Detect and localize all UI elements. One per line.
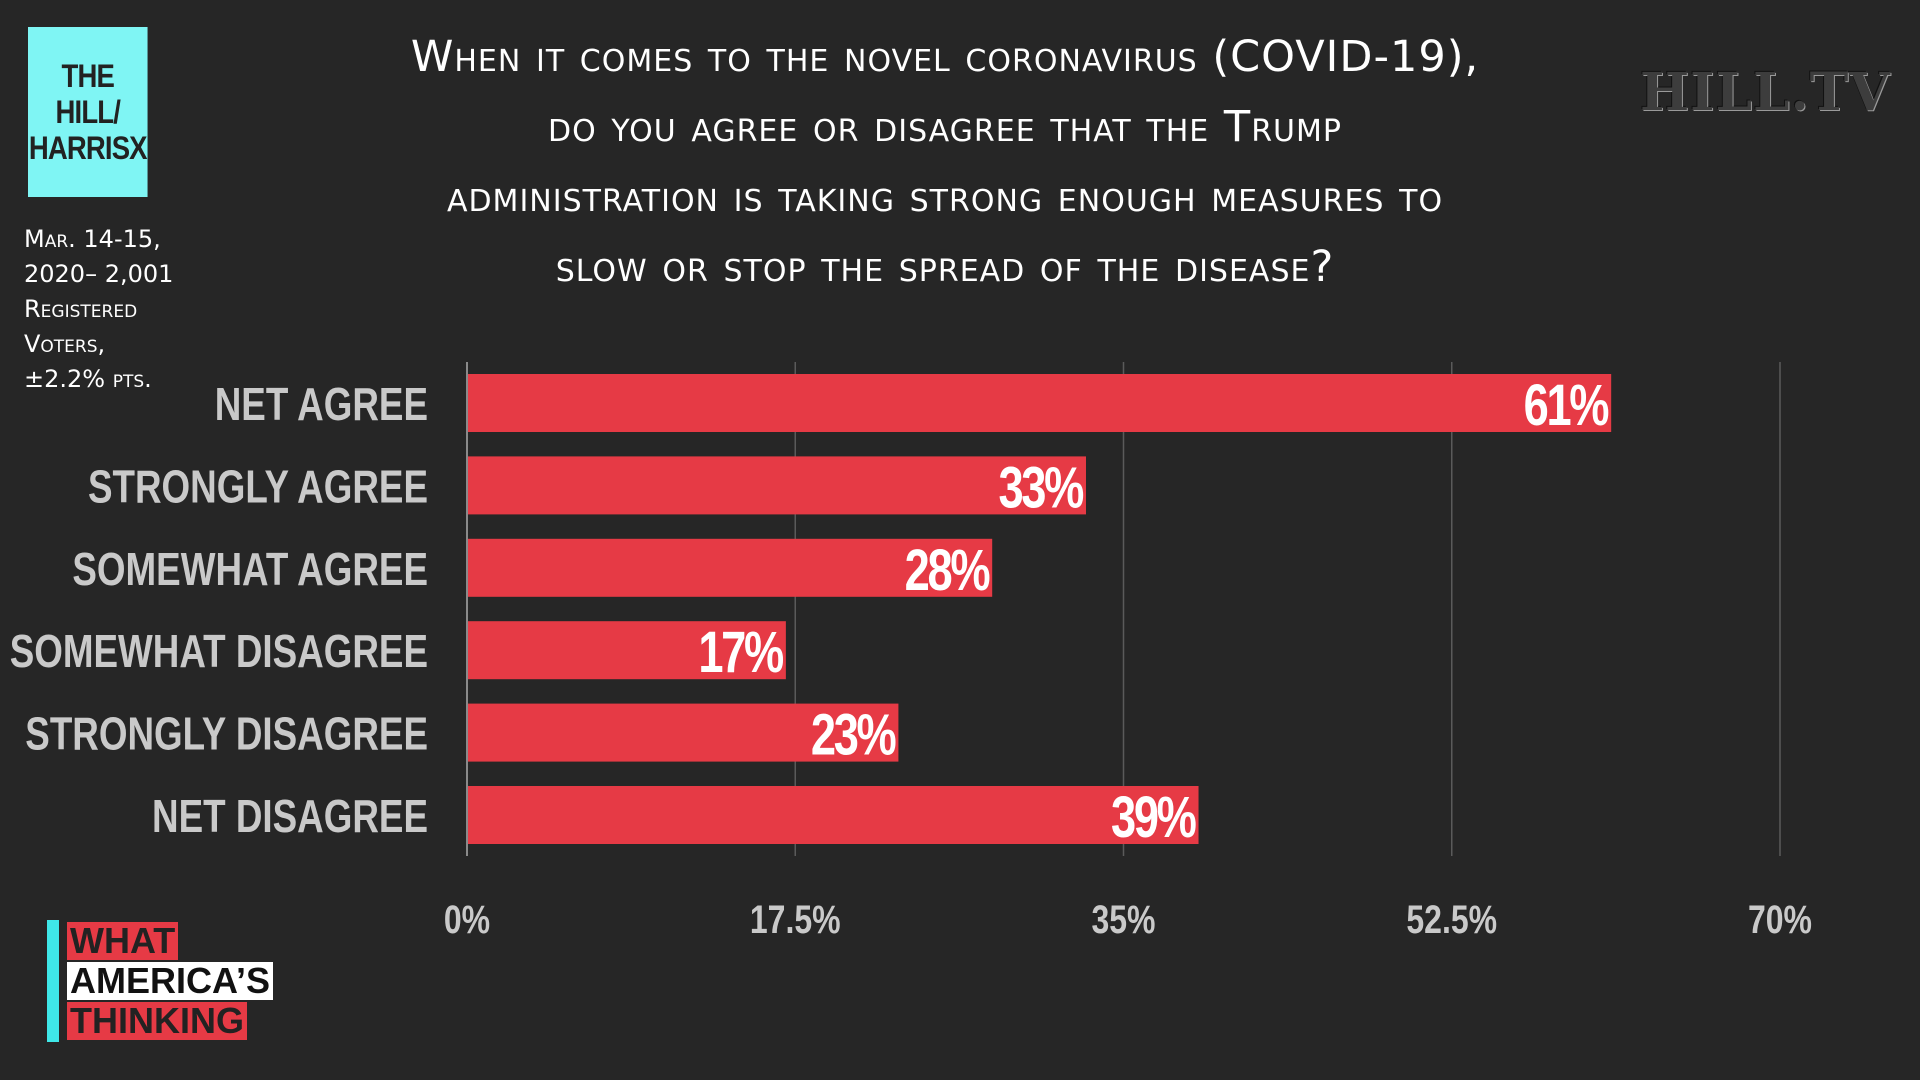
x-tick-label: 35%	[1091, 897, 1155, 942]
bar	[467, 703, 899, 762]
bar-value-label: 39%	[1111, 786, 1196, 851]
logo-line-2: HARRISX	[28, 130, 148, 166]
x-tick-label: 52.5%	[1406, 897, 1497, 942]
x-tick-label: 0%	[444, 897, 490, 942]
category-label: STRONGLY DISAGREE	[25, 708, 428, 760]
bar-value-label: 28%	[905, 539, 990, 604]
chart-question-title: When it comes to the novel coronavirus (…	[220, 22, 1670, 302]
category-label: SOMEWHAT DISAGREE	[10, 625, 428, 677]
question-line-4: slow or stop the spread of the disease?	[555, 242, 1335, 292]
logo-line-1: THE HILL/	[55, 58, 121, 130]
hill-tv-watermark: HILL.TV	[1640, 62, 1891, 123]
brand-accent-bar	[47, 920, 59, 1042]
brand-line-3: THINKING	[67, 1002, 247, 1040]
bar	[467, 374, 1612, 432]
meta-line-2: 2020– 2,001	[24, 260, 174, 288]
meta-line-5: ±2.2% pts.	[24, 365, 152, 393]
bar-value-label: 61%	[1524, 374, 1609, 439]
bar-value-label: 33%	[998, 456, 1083, 521]
bar	[467, 621, 786, 680]
bar-value-label: 23%	[811, 703, 896, 768]
x-tick-label: 70%	[1748, 897, 1812, 942]
meta-line-1: Mar. 14-15,	[24, 225, 161, 253]
poll-meta: Mar. 14-15, 2020– 2,001 Registered Voter…	[24, 222, 194, 397]
meta-line-4: Voters,	[24, 330, 106, 358]
x-tick-label: 17.5%	[750, 897, 841, 942]
question-line-1: When it comes to the novel coronavirus (…	[410, 32, 1480, 82]
category-label: SOMEWHAT AGREE	[72, 543, 428, 595]
category-label: NET AGREE	[215, 378, 428, 430]
category-label: NET DISAGREE	[152, 790, 428, 842]
brand-line-2: AMERICA’S	[67, 962, 274, 1000]
meta-line-3: Registered	[24, 295, 138, 323]
the-hill-harrisx-logo: THE HILL/ HARRISX	[28, 27, 148, 197]
what-americas-thinking-logo: WHAT AMERICA’S THINKING	[47, 920, 307, 1042]
bar-value-label: 17%	[698, 621, 783, 686]
question-line-2: do you agree or disagree that the Trump	[548, 102, 1342, 152]
question-line-3: administration is taking strong enough m…	[446, 172, 1444, 222]
brand-line-1: WHAT	[67, 922, 179, 960]
bar	[467, 538, 993, 597]
bar	[467, 786, 1199, 844]
category-label: STRONGLY AGREE	[88, 460, 428, 512]
bar	[467, 456, 1086, 515]
